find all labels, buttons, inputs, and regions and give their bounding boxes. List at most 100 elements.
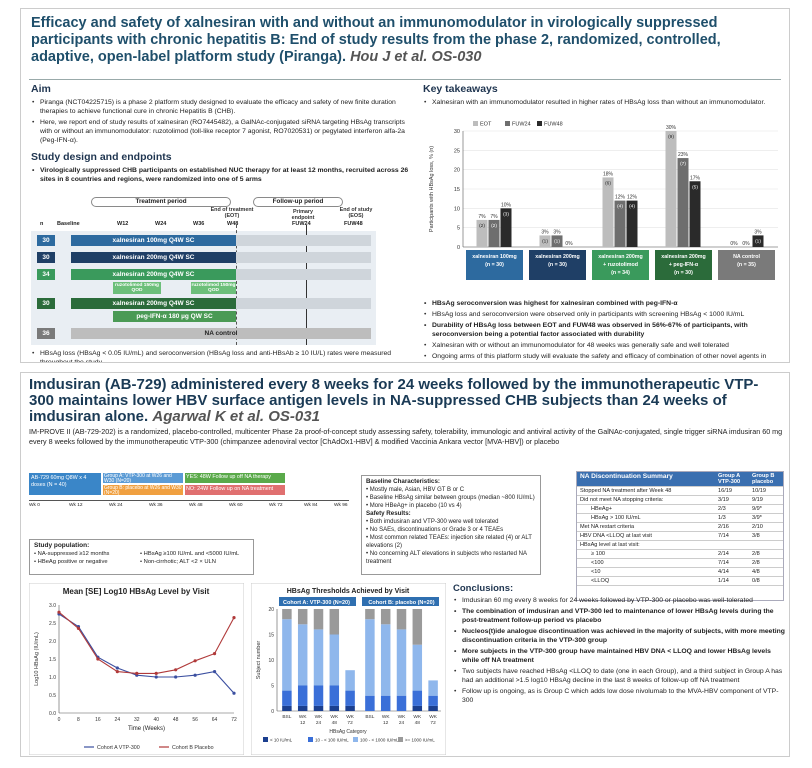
- nd-row-value: 4/8: [749, 567, 783, 577]
- stack-segment: [297, 624, 308, 686]
- legend-label: EOT: [480, 122, 492, 128]
- chart-title: HBsAg Thresholds Achieved by Visit: [287, 588, 410, 595]
- x-tick-label: 8: [77, 717, 80, 723]
- week-tick: Wk 0: [29, 503, 40, 508]
- stack-segment: [412, 690, 423, 706]
- conclusion-item: The combination of imdusiran and VTP-300…: [453, 607, 788, 625]
- arm-n: 36: [37, 328, 55, 339]
- nd-row-value: 2/14: [715, 549, 749, 559]
- bar-count-label: (6): [605, 180, 611, 186]
- arm-bar: xalnesiran 200mg Q4W SC: [71, 269, 236, 280]
- poster2-authors: Agarwal K et al. OS-031: [152, 408, 320, 425]
- category-label: + ruzotolimod: [603, 262, 638, 268]
- legend-label: FUW48: [544, 122, 563, 128]
- col-n: n: [40, 221, 44, 227]
- bar-count-label: (1): [554, 238, 560, 244]
- timepoint-header: n Baseline W12 W24 W36 W48 FUW24 FUW48: [31, 221, 376, 230]
- stack-segment: [329, 705, 340, 711]
- x-tick-label: BSL: [282, 714, 291, 720]
- y-axis-label: Participants with HBsAg loss, % (n): [429, 146, 435, 232]
- poster-piranga: Efficacy and safety of xalnesiran with a…: [20, 8, 790, 363]
- series-line: [58, 611, 235, 674]
- bar-count-label: (2): [479, 223, 485, 229]
- nd-row-label: HBV DNA <LLOQ at last visit: [577, 531, 715, 541]
- chart-frame: [29, 583, 244, 755]
- x-tick-label: 40: [153, 717, 159, 723]
- y-tick-label: 0: [271, 709, 274, 715]
- stack-segment: [297, 609, 308, 625]
- data-point: [212, 652, 217, 656]
- y-tick-label: 2.0: [49, 639, 56, 645]
- y-tick-label: 3.0: [49, 603, 56, 609]
- conclusion-item: More subjects in the VTP-300 group have …: [453, 647, 788, 665]
- takeaway-item: Durability of HBsAg loss between EOT and…: [423, 321, 783, 339]
- category-label: xalnesiran 200mg: [661, 254, 705, 260]
- nd-row-value: 9/9*: [749, 504, 783, 514]
- data-point: [115, 670, 119, 674]
- nd-row-value: 2/10: [749, 522, 783, 532]
- y-axis-label: Log10 HBsAg (IU/mL): [34, 632, 40, 686]
- x-tick-label: 48: [415, 720, 421, 726]
- category-label: (n = 35): [737, 262, 756, 268]
- x-tick-label: WK: [429, 714, 438, 720]
- nd-row-value: [749, 540, 783, 550]
- y-tick-label: 25: [454, 148, 460, 154]
- aim-list: Piranga (NCT04225715) is a phase 2 platf…: [31, 98, 411, 145]
- nd-row-value: 7/14: [715, 531, 749, 541]
- baseline-item: • Mostly male, Asian, HBV GT B or C: [366, 487, 465, 493]
- col-w12: W12: [117, 221, 129, 227]
- conclusion-item: Follow up is ongoing, as is Group C whic…: [453, 687, 788, 705]
- poster1-authors: Hou J et al. OS-030: [350, 49, 482, 65]
- nd-row-value: 10/19: [749, 486, 783, 496]
- bar-count-label: (7): [680, 161, 686, 167]
- aim-heading: Aim: [31, 83, 51, 95]
- stack-segment: [365, 609, 375, 620]
- bar: [476, 219, 488, 247]
- design-heading: Study design and endpoints: [31, 151, 172, 163]
- stack-segment: [313, 629, 324, 686]
- category-label: xalnesiran 200mg: [598, 254, 642, 260]
- nd-row-value: 9/19: [749, 495, 783, 505]
- bar-value-label: 7%: [478, 214, 486, 220]
- data-point: [57, 610, 61, 614]
- stack-segment: [380, 624, 391, 696]
- group-header-label: Cohort B: placebo (N=20): [368, 600, 434, 606]
- bar-count-label: (4): [617, 204, 623, 210]
- legend-label: < 10 IU/mL: [270, 738, 293, 743]
- stack-segment: [345, 705, 355, 711]
- category-label: (n = 30): [485, 262, 504, 268]
- data-point: [174, 668, 178, 672]
- nd-row-label: Met NA restart criteria: [577, 522, 715, 532]
- takeaway-top: Xalnesiran with an immunomodulator resul…: [423, 98, 783, 107]
- safety-item: • No SAEs, discontinuations or Grade 3 o…: [366, 527, 504, 533]
- schema-weeks: Wk 0 Wk 12 Wk 24 Wk 36 Wk 48 Wk 60 Wk 72…: [29, 503, 359, 511]
- y-tick-label: 20: [454, 168, 460, 174]
- bar-value-label: 10%: [501, 202, 512, 208]
- bar: [626, 200, 638, 247]
- arm-n: 34: [37, 269, 55, 280]
- schema-yes: YES: 48W Follow up off NA therapy: [185, 473, 285, 483]
- bar: [602, 177, 614, 247]
- stack-segment: [282, 619, 292, 691]
- data-point: [76, 626, 81, 630]
- schema-armB: Group B: placebo at W26 and W30 (N=20): [103, 485, 183, 497]
- bar: [677, 158, 689, 247]
- x-tick-label: 32: [134, 717, 140, 723]
- x-axis-label: Time (Weeks): [128, 726, 165, 732]
- stack-segment: [282, 705, 292, 711]
- schema-arm0: AB-729 60mg Q8W x 4 doses (N = 40): [29, 473, 101, 495]
- poster-imdusiran: Imdusiran (AB-729) administered every 8 …: [20, 372, 790, 757]
- stack-segment: [396, 629, 407, 696]
- arm-bar: xalnesiran 200mg Q4W SC: [71, 252, 236, 263]
- ruzotolimod-bar: ruzotolimod 150mg QOD: [113, 282, 161, 294]
- stack-segment: [297, 705, 308, 711]
- category-label: (n = 30): [548, 262, 567, 268]
- week-tick: Wk 48: [189, 503, 203, 508]
- stack-segment: [380, 609, 391, 625]
- stack-segment: [365, 695, 375, 711]
- week-tick: Wk 96: [334, 503, 348, 508]
- chart-title: Mean [SE] Log10 HBsAg Level by Visit: [63, 587, 210, 596]
- takeaway-item: Ongoing arms of this platform study will…: [423, 352, 783, 362]
- stack-segment: [428, 680, 438, 696]
- x-tick-label: WK: [299, 714, 308, 720]
